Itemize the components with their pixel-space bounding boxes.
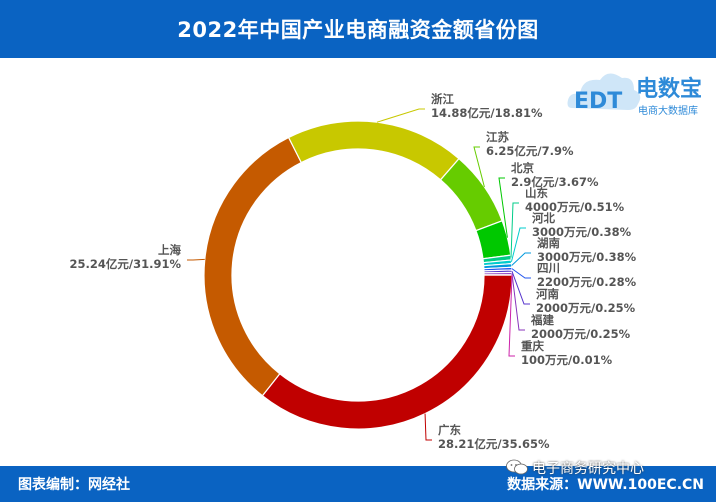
logo-brand: 电数宝: [636, 76, 702, 102]
label-value-福建: 2000万元/0.25%: [531, 327, 631, 341]
label-name-浙江: 浙江: [431, 92, 454, 106]
leader-河南: [511, 271, 530, 305]
leader-上海: [187, 258, 205, 261]
label-value-四川: 2200万元/0.28%: [537, 275, 637, 289]
label-value-广东: 28.21亿元/35.65%: [438, 437, 550, 451]
logo-mark: EDT: [574, 89, 622, 114]
leader-河北: [510, 227, 526, 262]
label-value-山东: 4000万元/0.51%: [525, 200, 625, 214]
footer-bar: 图表编制：网经社 数据来源：WWW.100EC.CN: [0, 466, 716, 502]
leader-福建: [511, 273, 525, 331]
leader-湖南: [511, 252, 531, 266]
leader-山东: [510, 202, 519, 258]
leader-广东: [424, 413, 432, 441]
label-value-北京: 2.9亿元/3.67%: [511, 175, 599, 189]
edt-logo: EDT 电数宝 电商大数据库: [567, 73, 702, 117]
label-name-河南: 河南: [536, 287, 559, 301]
wechat-watermark: 电子商务研究中心: [506, 458, 716, 478]
label-name-山东: 山东: [525, 186, 548, 200]
leader-北京: [498, 177, 508, 238]
label-name-福建: 福建: [530, 313, 554, 327]
label-name-北京: 北京: [511, 161, 534, 175]
label-value-浙江: 14.88亿元/18.81%: [431, 106, 543, 120]
label-value-湖南: 3000万元/0.38%: [537, 250, 637, 264]
label-value-重庆: 100万元/0.01%: [521, 353, 613, 367]
label-name-上海: 上海: [158, 243, 181, 257]
label-name-四川: 四川: [537, 261, 560, 275]
label-name-湖南: 湖南: [537, 236, 560, 250]
chart-title: 2022年中国产业电商融资金额省份图: [177, 18, 539, 42]
wechat-account: 电子商务研究中心: [532, 461, 644, 477]
leader-浙江: [376, 108, 425, 123]
slice-江苏: [439, 157, 503, 232]
leader-重庆: [508, 274, 515, 357]
label-value-上海: 25.24亿元/31.91%: [70, 257, 182, 271]
wechat-icon: [506, 459, 528, 475]
label-name-重庆: 重庆: [521, 339, 544, 353]
label-name-江苏: 江苏: [486, 130, 509, 144]
footer-credit: 图表编制：网经社: [18, 477, 130, 493]
label-value-河北: 3000万元/0.38%: [532, 225, 632, 239]
label-value-江苏: 6.25亿元/7.9%: [486, 144, 574, 158]
slice-上海: [203, 136, 303, 397]
chart-header: 2022年中国产业电商融资金额省份图: [0, 0, 716, 58]
leader-江苏: [473, 146, 485, 188]
label-name-广东: 广东: [438, 423, 461, 437]
label-value-河南: 2000万元/0.25%: [536, 301, 636, 315]
slice-广东: [261, 274, 513, 430]
footer-source: 数据来源：WWW.100EC.CN: [507, 477, 704, 493]
slice-浙江: [287, 120, 460, 181]
logo-tagline: 电商大数据库: [638, 104, 698, 117]
label-name-河北: 河北: [532, 211, 555, 225]
leader-四川: [511, 268, 531, 279]
